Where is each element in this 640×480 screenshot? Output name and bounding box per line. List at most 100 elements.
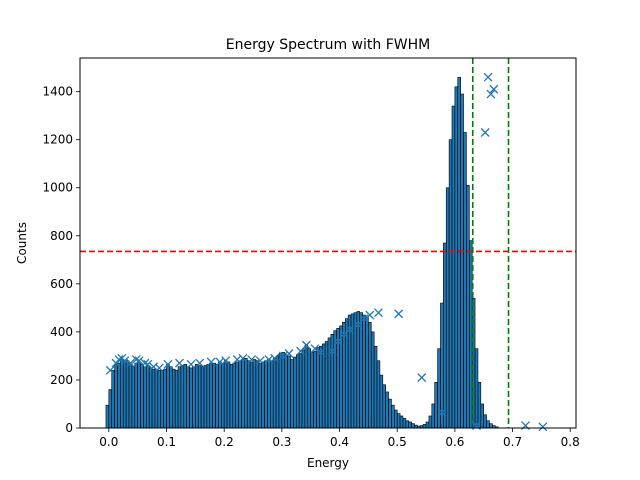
- histogram-bar: [120, 359, 124, 429]
- histogram-bar: [471, 297, 476, 429]
- histogram-bar: [186, 366, 190, 429]
- histogram-bar: [177, 366, 182, 429]
- histogram-bar: [448, 139, 453, 429]
- y-axis-label: Counts: [15, 222, 29, 264]
- peak-marker: [316, 347, 326, 357]
- histogram-bar: [368, 321, 372, 429]
- histogram-bar: [192, 366, 196, 429]
- histogram-bar: [255, 360, 260, 429]
- peak-marker: [278, 351, 288, 361]
- y-axis-ticks: 0 200 400 600 800 1000 1200 1400: [42, 85, 80, 435]
- peak-marker: [394, 309, 404, 319]
- histogram-bar: [480, 403, 485, 429]
- reference-lines: [80, 58, 576, 428]
- histogram-bar: [353, 312, 358, 429]
- histogram-bar: [143, 366, 147, 429]
- y-tick-label: 800: [50, 229, 73, 243]
- peak-marker: [486, 89, 496, 99]
- histogram-bar: [376, 360, 381, 429]
- histogram-bar: [128, 364, 133, 429]
- histogram-bar: [117, 362, 121, 429]
- histogram-bar: [382, 384, 386, 429]
- histogram-bar: [258, 362, 262, 429]
- y-tick-label: 1400: [42, 85, 73, 99]
- histogram-bar: [267, 359, 271, 429]
- peak-marker: [206, 357, 216, 367]
- histogram-bar: [298, 353, 303, 429]
- x-tick-label: 0.5: [388, 435, 407, 449]
- peak-marker: [134, 356, 144, 366]
- histogram-bar: [408, 421, 412, 429]
- histogram-bar: [221, 362, 225, 429]
- peak-marker: [365, 310, 375, 320]
- histogram-bar: [252, 359, 257, 429]
- histogram-bar: [189, 367, 193, 429]
- histogram-bar: [134, 362, 138, 429]
- histogram-bar: [166, 364, 170, 429]
- x-tick-label: 0.8: [561, 435, 580, 449]
- histogram-bar: [477, 382, 482, 429]
- histogram-bar: [310, 352, 314, 429]
- histogram-bar: [422, 424, 427, 429]
- peak-marker: [186, 359, 196, 369]
- histogram-bar: [324, 341, 329, 429]
- histogram-bar: [388, 398, 392, 429]
- histogram-bar: [171, 368, 176, 429]
- histogram-bar: [163, 368, 167, 429]
- histogram-bar: [146, 366, 150, 429]
- peak-marker: [120, 356, 130, 366]
- histogram-bar: [131, 366, 136, 429]
- y-tick-label: 0: [65, 421, 73, 435]
- peak-marker: [247, 355, 257, 364]
- histogram-bar: [431, 403, 435, 429]
- histogram-bar: [270, 360, 274, 429]
- histogram-bar: [402, 418, 407, 429]
- y-tick-label: 200: [50, 373, 73, 387]
- histogram-bar: [347, 314, 352, 429]
- histogram-bar: [111, 370, 115, 429]
- histogram-bar: [249, 361, 254, 429]
- peak-marker: [131, 355, 141, 364]
- peak-marker: [489, 84, 499, 94]
- peak-marker: [345, 325, 355, 334]
- histogram-bar: [174, 370, 179, 429]
- peak-marker: [538, 422, 548, 432]
- histogram-bar: [264, 360, 268, 429]
- x-axis-ticks: 0.0 0.1 0.2 0.3 0.4 0.5 0.6 0.7 0.8: [99, 428, 580, 449]
- peak-marker: [359, 314, 369, 324]
- histogram-bar: [278, 353, 283, 429]
- plot-frame: [79, 57, 577, 429]
- peak-marker: [270, 353, 280, 363]
- histogram-bar: [365, 317, 369, 429]
- peak-marker: [480, 128, 490, 137]
- peak-marker: [483, 72, 493, 82]
- histogram-bar: [209, 362, 213, 429]
- histogram-bar: [405, 420, 410, 429]
- histogram-bar: [457, 76, 461, 429]
- histogram-bar: [281, 352, 286, 429]
- histogram-bar: [304, 344, 309, 429]
- histogram-bar: [319, 346, 323, 429]
- histogram-bar: [339, 325, 343, 429]
- histogram-bar: [330, 333, 335, 429]
- histogram-bar: [183, 364, 187, 429]
- histogram-bar: [287, 355, 291, 429]
- histogram-bar: [342, 321, 346, 429]
- histogram-bar: [197, 365, 202, 429]
- histogram-bar: [212, 362, 216, 429]
- histogram-bar: [396, 413, 401, 429]
- histogram-bar: [203, 365, 208, 429]
- histogram-bar: [215, 364, 219, 429]
- peak-markers: [105, 72, 548, 432]
- histogram-bar: [195, 364, 199, 429]
- histogram-bar: [169, 366, 173, 429]
- peak-marker: [154, 363, 164, 373]
- x-tick-label: 0.0: [99, 435, 118, 449]
- histogram-bar: [474, 348, 479, 429]
- x-tick-label: 0.4: [330, 435, 349, 449]
- histogram-bar: [206, 364, 211, 429]
- histogram-bar: [451, 105, 456, 429]
- peak-marker: [327, 346, 337, 356]
- histogram-bar: [275, 355, 280, 429]
- histogram-bar: [307, 348, 311, 429]
